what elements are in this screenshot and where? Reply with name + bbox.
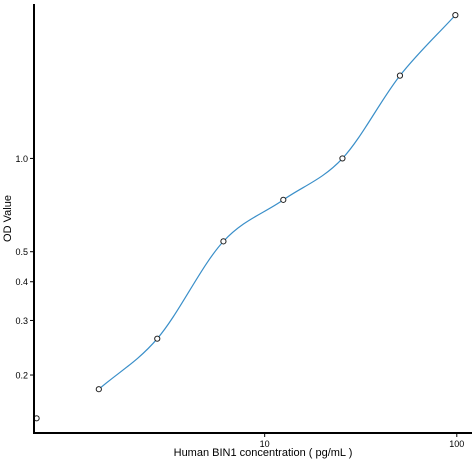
y-tick-label: 0.5 [15,247,28,257]
x-tick-label: 100 [449,439,464,449]
y-axis-label: OD Value [2,195,14,242]
x-ticks: 10 100 [260,433,464,449]
data-point [95,386,102,393]
y-tick-label: 1.0 [15,154,28,164]
data-point [452,12,459,19]
data-point [339,155,346,162]
data-points-layer [33,12,459,422]
data-point [396,72,404,79]
y-tick-label: 0.3 [15,316,28,326]
y-tick-label: 0.2 [15,371,28,381]
x-axis-label: Human BIN1 concentration ( pg/mL ) [174,447,353,459]
fit-curve [98,14,456,390]
y-ticks: 0.2 0.3 0.4 0.5 1.0 [15,154,34,381]
x-tick-label: 10 [260,439,270,449]
fit-curve-layer [98,14,456,390]
data-point [154,335,161,342]
data-point [220,238,227,245]
data-point [280,196,287,203]
y-tick-label: 0.4 [15,277,28,287]
axes-layer [33,4,472,434]
